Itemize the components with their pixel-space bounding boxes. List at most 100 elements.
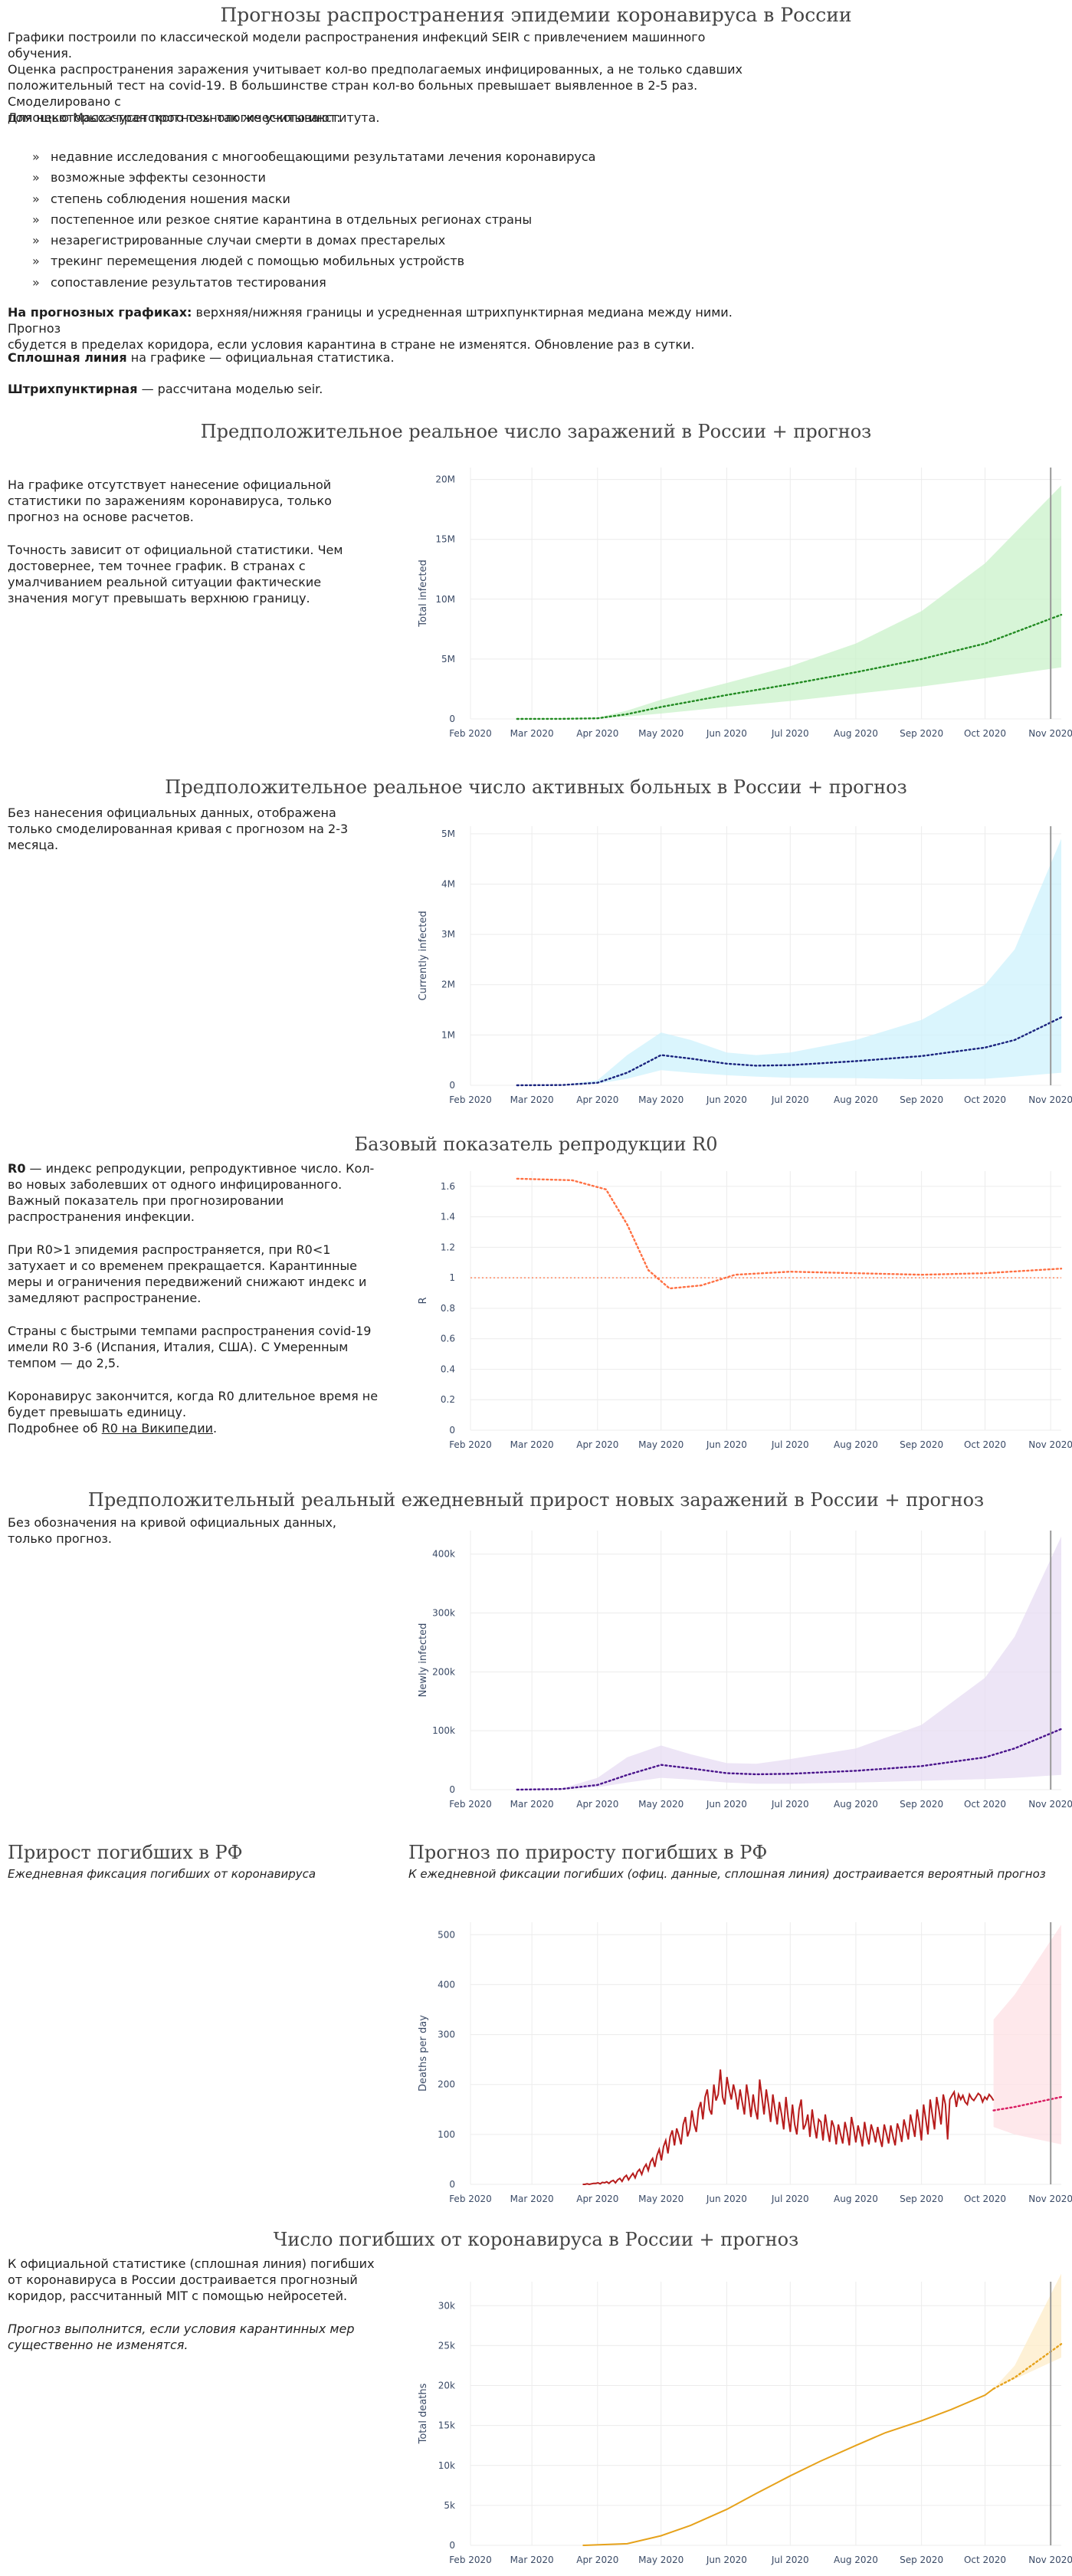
forecast-band <box>993 1925 1061 2144</box>
y-tick-label: 0.4 <box>441 1363 455 1374</box>
total-deaths-chart[interactable]: Feb 2020 Mar 2020 Apr 2020 May 2020 Jun 2020… <box>406 2272 1072 2576</box>
x-tick-label: May 2020 <box>638 2555 684 2565</box>
median-series-line <box>516 1728 1063 1791</box>
description-paragraph: Без обозначения на кривой официальных да… <box>8 1515 337 1546</box>
x-tick-label: Jun 2020 <box>706 1094 747 1105</box>
forecast-band <box>516 838 1061 1085</box>
y-tick-label: 20k <box>438 2381 455 2391</box>
y-tick-label: 4M <box>441 878 455 889</box>
r0-term: R0 <box>8 1161 26 1176</box>
total-deaths-title: Число погибших от коронавируса в России … <box>273 2229 799 2250</box>
y-tick-label: 1.2 <box>441 1242 455 1252</box>
y-tick-label: 1.4 <box>441 1212 455 1222</box>
description-paragraph: Страны с быстрыми темпами распространени… <box>8 1324 372 1370</box>
y-axis-label: Newly infected <box>418 1623 429 1698</box>
x-tick-label: May 2020 <box>638 1799 684 1810</box>
y-tick-label: 10M <box>435 594 455 605</box>
x-tick-label: Aug 2020 <box>834 2555 878 2565</box>
y-axis-label: Currently infected <box>418 911 429 1000</box>
y-tick-label: 5k <box>444 2500 455 2511</box>
x-tick-label: Aug 2020 <box>834 728 878 739</box>
description-paragraph: Без нанесения официальных данных, отобра… <box>8 806 349 852</box>
forecast-label: На прогнозных графиках: <box>8 305 192 320</box>
x-tick-label: Oct 2020 <box>964 728 1006 739</box>
x-tick-label: Jun 2020 <box>706 1439 747 1450</box>
intro-line: положительный тест на covid-19. В больши… <box>8 78 698 109</box>
y-tick-label: 0 <box>449 1425 455 1436</box>
intro-line: Оценка распространения заражения учитыва… <box>8 62 743 77</box>
active-chart[interactable]: Feb 2020 Mar 2020 Apr 2020 May 2020 Jun 2020… <box>406 817 1072 1116</box>
y-tick-label: 3M <box>441 929 455 940</box>
median-series-line <box>992 2343 1063 2390</box>
x-tick-label: Jul 2020 <box>771 1094 809 1105</box>
solid-line-note: Сплошная линия на графике — официальная … <box>8 349 395 366</box>
list-item: степень соблюдения ношения маски <box>8 189 697 210</box>
description-paragraph: Коронавирус закончится, когда R0 длитель… <box>8 1389 379 1436</box>
median-series-line <box>992 2095 1063 2112</box>
x-tick-label: Jul 2020 <box>771 2194 809 2204</box>
intro-line: помощью Массачусетского технологического… <box>8 110 380 125</box>
x-tick-label: May 2020 <box>638 2194 684 2204</box>
y-tick-label: 0 <box>449 1080 455 1091</box>
new-infected-title: Предположительный реальный ежедневный пр… <box>87 1489 985 1511</box>
x-tick-label: Mar 2020 <box>510 2555 554 2565</box>
x-tick-label: Feb 2020 <box>449 2194 492 2204</box>
deaths-forecast-title: Прогноз по приросту погибших в РФ <box>408 1842 768 1863</box>
x-tick-label: Oct 2020 <box>964 2194 1006 2204</box>
y-tick-label: 0.8 <box>441 1303 455 1314</box>
x-tick-label: Aug 2020 <box>834 1439 878 1450</box>
median-series-line <box>516 1177 1063 1290</box>
x-tick-label: Nov 2020 <box>1028 728 1072 739</box>
y-tick-label: 400 <box>438 1979 455 1990</box>
x-tick-label: Oct 2020 <box>964 1094 1006 1105</box>
total-infected-chart[interactable]: Feb 2020 Mar 2020 Apr 2020 May 2020 Jun 2020… <box>406 458 1072 750</box>
description-paragraph: На графике отсутствует нанесение официал… <box>8 477 332 524</box>
official-series-line <box>582 2069 995 2186</box>
x-tick-label: Aug 2020 <box>834 2194 878 2204</box>
x-tick-label: Nov 2020 <box>1028 1439 1072 1450</box>
y-tick-label: 30k <box>438 2300 455 2311</box>
y-axis-label: Deaths per day <box>418 2015 429 2092</box>
y-tick-label: 200 <box>438 2079 455 2090</box>
y-tick-label: 5M <box>441 654 455 665</box>
solid-text: на графике — официальная статистика. <box>126 350 395 365</box>
y-tick-label: 100 <box>438 2129 455 2140</box>
y-tick-label: 300 <box>438 2030 455 2040</box>
dashed-line-note: Штрихпунктирная — рассчитана моделью sei… <box>8 381 323 397</box>
x-tick-label: Jul 2020 <box>771 1439 809 1450</box>
y-tick-label: 1.6 <box>441 1181 455 1192</box>
x-tick-label: Oct 2020 <box>964 2555 1006 2565</box>
y-tick-label: 500 <box>438 1929 455 1940</box>
description-paragraph: К официальной статистике (сплошная линия… <box>8 2256 375 2303</box>
median-series-line <box>516 613 1063 720</box>
x-tick-label: Mar 2020 <box>510 1094 554 1105</box>
y-tick-label: 0.2 <box>441 1394 455 1405</box>
r0-description: R0 — индекс репродукции, репродуктивное … <box>8 1160 382 1453</box>
x-tick-label: Oct 2020 <box>964 1799 1006 1810</box>
x-tick-label: Apr 2020 <box>576 1094 618 1105</box>
y-tick-label: 20M <box>435 474 455 485</box>
total-infected-title: Предположительное реальное число заражен… <box>200 421 872 442</box>
dashed-label: Штрихпунктирная <box>8 382 138 396</box>
y-axis-label: Total deaths <box>418 2383 429 2444</box>
x-tick-label: Apr 2020 <box>576 1799 618 1810</box>
y-tick-label: 0 <box>449 2540 455 2551</box>
y-tick-label: 0 <box>449 714 455 724</box>
wikipedia-link[interactable]: R0 на Википедии <box>101 1421 214 1436</box>
solid-label: Сплошная линия <box>8 350 127 365</box>
deaths-growth-title: Прирост погибших в РФ <box>8 1842 243 1863</box>
y-tick-label: 0.6 <box>441 1334 455 1344</box>
forecast-band <box>516 1536 1061 1790</box>
x-tick-label: Sep 2020 <box>900 1094 943 1105</box>
list-item: трекинг перемещения людей с помощью моби… <box>8 251 697 272</box>
x-tick-label: Feb 2020 <box>449 1439 492 1450</box>
forecast-band <box>516 485 1061 719</box>
r0-chart[interactable]: Feb 2020 Mar 2020 Apr 2020 May 2020 Jun 2020… <box>406 1162 1072 1461</box>
page-title: Прогнозы распространения эпидемии корона… <box>220 4 852 26</box>
intro-line: Графики построили по классической модели… <box>8 30 706 61</box>
new-infected-chart[interactable]: Feb 2020 Mar 2020 Apr 2020 May 2020 Jun 2020… <box>406 1521 1072 1820</box>
deaths-forecast-chart[interactable]: Feb 2020 Mar 2020 Apr 2020 May 2020 Jun 2020… <box>406 1913 1072 2215</box>
y-tick-label: 200k <box>432 1666 455 1677</box>
x-tick-label: Mar 2020 <box>510 1799 554 1810</box>
x-tick-label: Nov 2020 <box>1028 1799 1072 1810</box>
